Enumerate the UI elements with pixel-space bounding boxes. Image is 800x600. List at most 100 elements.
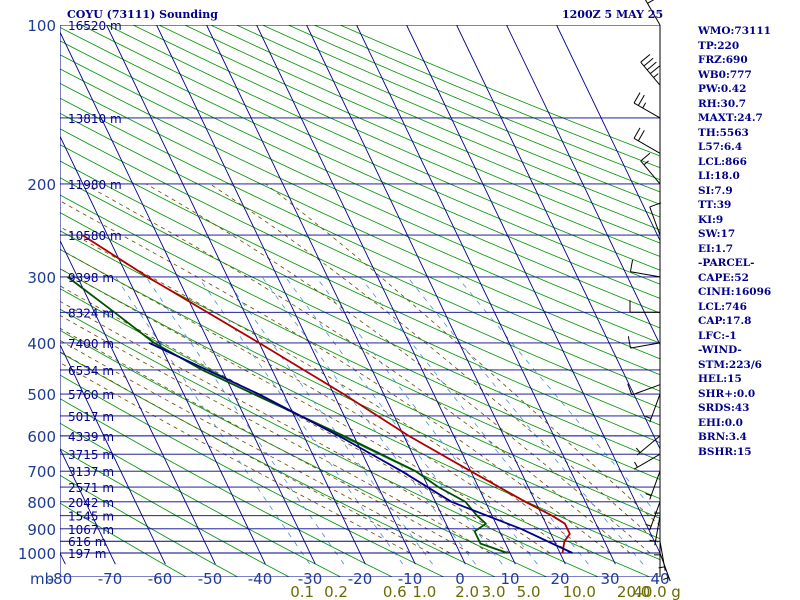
temperature-tick-label: -40 <box>248 570 273 588</box>
index-line: LCL:746 <box>698 300 747 313</box>
dry-adiabat-line <box>60 82 660 360</box>
index-line: TH:5563 <box>698 126 749 139</box>
adiabat-lines <box>60 25 660 577</box>
height-label: 6534 m <box>68 364 114 378</box>
parcel-profile-line <box>148 342 573 554</box>
temperature-tick-label: 40 <box>650 570 669 588</box>
temperature-tick-label: -70 <box>98 570 123 588</box>
mixing-ratio-lines <box>115 276 660 565</box>
isotherm-line <box>0 25 15 564</box>
dry-adiabat-line <box>60 68 660 344</box>
wind-barb-flag <box>633 127 641 139</box>
index-line: LI:18.0 <box>698 170 740 182</box>
index-line: WB0:777 <box>698 68 752 81</box>
index-line: TT:39 <box>698 199 732 211</box>
pressure-tick-label: 600 <box>27 428 56 446</box>
wind-barb-half-flag <box>645 523 652 527</box>
wind-barb-flag <box>650 65 660 75</box>
isotherm-line <box>456 25 660 450</box>
mixing-ratio-label: 3.0 <box>482 583 506 600</box>
moist-adiabat-line <box>83 183 631 554</box>
temperature-profile-line <box>81 234 571 554</box>
wind-barb-flag <box>647 0 655 4</box>
dewpoint-profile-line <box>66 276 508 554</box>
mixing-ratio-label: 2.0 <box>455 583 479 600</box>
index-line: HEL:15 <box>698 373 742 385</box>
date-title: 1200Z 5 MAY 25 <box>562 8 664 21</box>
wind-barbs <box>627 0 671 582</box>
isotherm-line <box>306 25 566 565</box>
height-label: 197 m <box>68 547 106 561</box>
dry-adiabat-line <box>60 26 660 299</box>
pressure-tick-label: 1000 <box>18 545 56 563</box>
mixing-ratio-line <box>115 276 311 565</box>
isotherm-line <box>60 239 216 565</box>
index-line: CAPE:52 <box>698 271 749 284</box>
index-line: L57:6.4 <box>698 141 743 153</box>
isotherm-line <box>60 447 116 565</box>
wind-barb-flag <box>637 130 645 142</box>
wind-barb-shaft <box>630 271 661 278</box>
dry-adiabat-line <box>236 25 660 205</box>
dry-adiabat-line <box>60 112 660 392</box>
dry-adiabat-line <box>60 448 290 577</box>
height-label: 3715 m <box>68 448 114 462</box>
wind-barb-half-flag <box>649 539 656 542</box>
wind-barb-flag <box>627 383 633 396</box>
temperature-tick-label: -80 <box>48 570 73 588</box>
height-label: 9398 m <box>68 271 114 285</box>
pressure-tick-label: 100 <box>27 17 56 35</box>
wind-barb-flag <box>637 94 645 106</box>
height-label: 3137 m <box>68 465 114 479</box>
mixing-ratio-label: 1.0 <box>412 583 436 600</box>
wind-barb-flag <box>640 152 651 162</box>
wind-barb-flag <box>643 57 654 67</box>
dry-adiabat-line <box>107 25 660 271</box>
mixing-ratio-line <box>315 276 538 565</box>
wind-barb-shaft <box>630 342 661 349</box>
pressure-tick-label: 800 <box>27 494 56 512</box>
pressure-tick-label: 700 <box>27 463 56 481</box>
dry-adiabat-line <box>210 25 660 218</box>
station-title: COYU (73111) Sounding <box>67 8 218 21</box>
index-line: PW:0.42 <box>698 83 747 95</box>
temperature-tick-label: -20 <box>348 570 373 588</box>
mixing-ratio-line <box>197 276 404 565</box>
pressure-tick-label: 200 <box>27 176 56 194</box>
isotherm-line <box>60 31 316 565</box>
temperature-tick-label: 0 <box>455 570 465 588</box>
wind-barb-half-flag <box>653 73 659 78</box>
index-line: LCL:866 <box>698 155 747 168</box>
dry-adiabat-line <box>60 54 660 329</box>
index-line: KI:9 <box>698 213 724 226</box>
temperature-tick-label: -60 <box>148 570 173 588</box>
stability-indices-panel: WMO:73111 TP:220 FRZ:690 WB0:777 PW:0.42 RH:3… <box>698 24 771 459</box>
dry-adiabat-line <box>60 308 599 577</box>
pressure-tick-label: 900 <box>27 521 56 539</box>
dry-adiabat-line <box>60 351 496 577</box>
dry-adiabat-line <box>60 212 660 500</box>
sounding-series <box>66 234 573 554</box>
wind-barb-shaft <box>649 501 661 531</box>
dry-adiabat-line <box>60 194 660 480</box>
wind-barb-flag <box>646 61 657 71</box>
dry-adiabat-line <box>60 398 393 577</box>
index-line: BSHR:15 <box>698 445 752 458</box>
temperature-tick-label: 10 <box>500 570 519 588</box>
height-label: 2571 m <box>68 481 114 495</box>
index-line: SRDS:43 <box>698 402 750 414</box>
isotherm-line <box>106 25 366 565</box>
index-line: FRZ:690 <box>698 54 748 66</box>
height-label: 8324 m <box>68 306 114 320</box>
dry-adiabat-line <box>60 329 547 577</box>
mixing-ratio-line <box>224 276 433 565</box>
index-line: BRN:3.4 <box>698 431 747 443</box>
dry-adiabat-line <box>60 374 444 577</box>
isotherm-line <box>60 343 166 565</box>
index-line: CINH:16096 <box>698 286 772 298</box>
height-label: 1545 m <box>68 510 114 524</box>
wind-barb-shaft <box>649 206 661 236</box>
dry-adiabat-line <box>132 25 660 257</box>
dry-adiabat-line <box>60 248 660 540</box>
